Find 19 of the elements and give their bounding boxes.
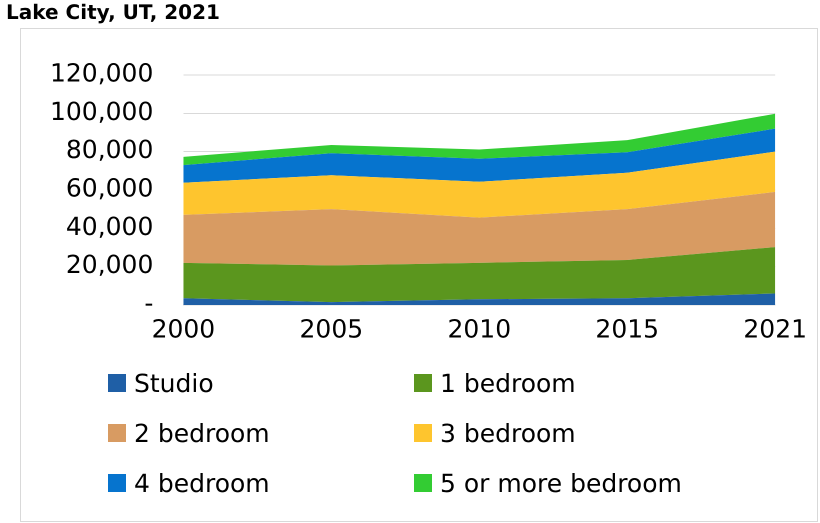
y-tick-label: 60,000 — [66, 174, 154, 202]
y-tick-label: 100,000 — [50, 96, 154, 126]
legend-label: 1 bedroom — [440, 368, 576, 398]
legend-label: 3 bedroom — [440, 418, 576, 448]
x-tick-label: 2015 — [595, 314, 660, 344]
x-tick-label: 2021 — [743, 314, 807, 344]
legend-label: Studio — [134, 368, 214, 398]
y-tick-label: 20,000 — [66, 250, 154, 280]
x-tick-label: 2010 — [447, 314, 512, 344]
y-tick-label: 80,000 — [66, 135, 154, 164]
legend-label: 2 bedroom — [134, 418, 270, 448]
legend-label: 5 or more bedroom — [440, 468, 682, 498]
y-tick-label: - — [144, 288, 154, 318]
chart-title: Lake City, UT, 2021 — [6, 0, 220, 24]
y-tick-label: 120,000 — [50, 58, 154, 88]
legend-label: 4 bedroom — [134, 468, 270, 498]
x-tick-label: 2000 — [152, 314, 216, 344]
x-tick-label: 2005 — [300, 314, 364, 344]
y-tick-label: 40,000 — [66, 212, 154, 241]
